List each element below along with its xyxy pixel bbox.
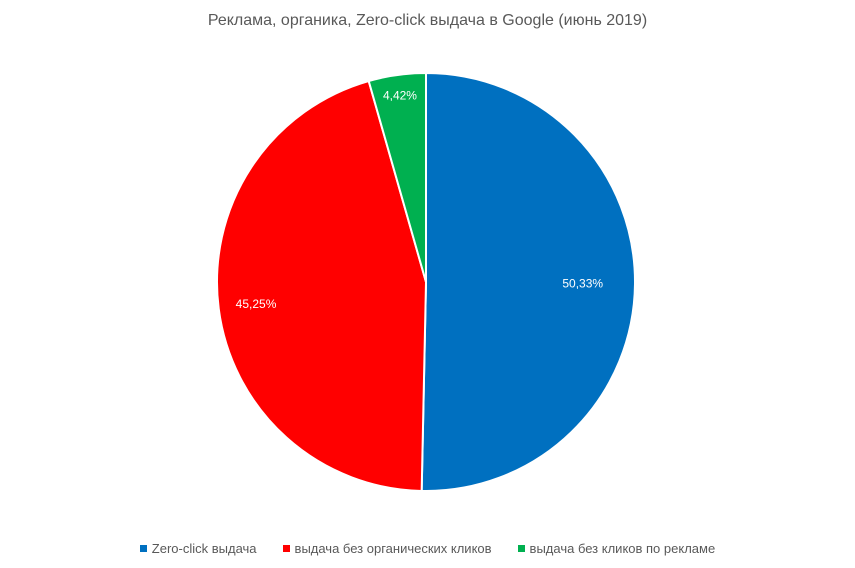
pie-data-label: 45,25% [236,297,277,311]
pie-slices [216,71,636,492]
legend-swatch [282,545,290,552]
pie-data-label: 50,33% [562,277,603,291]
legend-item-no-ad-clicks: выдача без кликов по рекламе [517,541,716,556]
legend-swatch [517,545,525,552]
legend-label: Zero-click выдача [151,541,257,556]
pie-data-labels: 50,33% 45,25% 4,42% [236,89,604,311]
chart-title: Реклама, органика, Zero-click выдача в G… [207,12,648,29]
chart-legend: Zero-click выдача выдача без органически… [0,541,855,556]
legend-label: выдача без органических кликов [294,541,492,556]
legend-swatch [139,545,147,552]
pie-slice-no-organic-clicks [216,79,428,492]
pie-slice-zero-click [420,71,636,492]
legend-item-no-organic-clicks: выдача без органических кликов [282,541,492,556]
pie-slice-no-ad-clicks [367,71,427,283]
pie-data-label: 4,42% [383,89,417,103]
legend-item-zero-click: Zero-click выдача [139,541,257,556]
legend-label: выдача без кликов по рекламе [529,541,716,556]
